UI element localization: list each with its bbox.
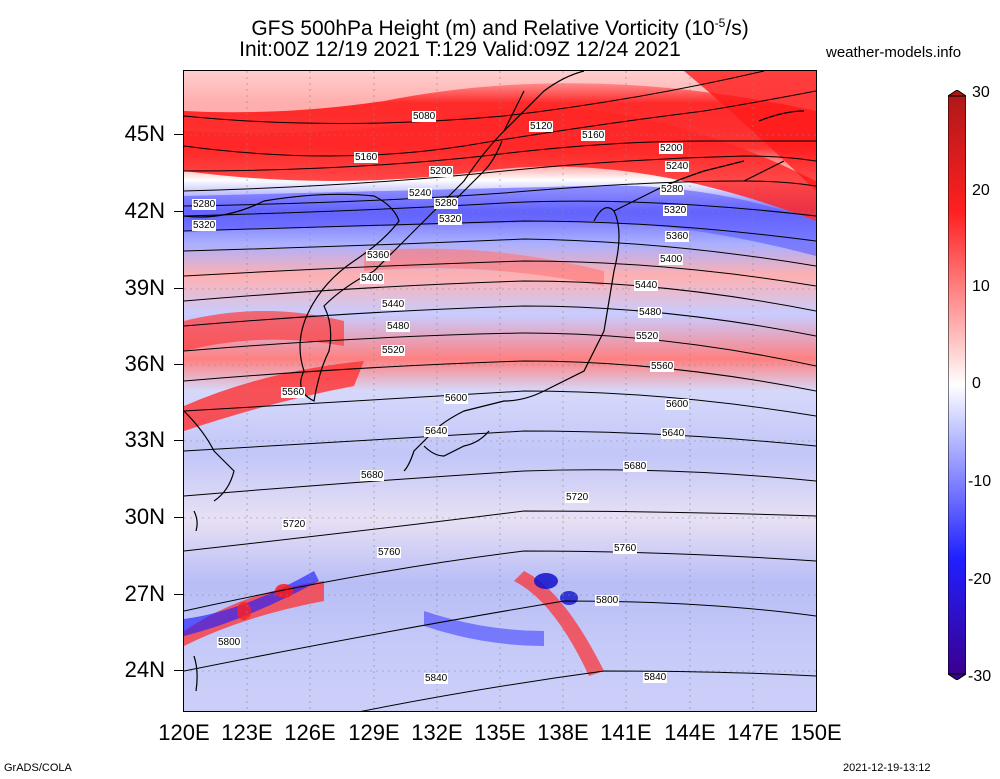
lat-tick xyxy=(174,594,183,595)
lon-label: 144E xyxy=(664,720,716,745)
contour-label: 5760 xyxy=(377,547,402,558)
contour-label: 5640 xyxy=(424,426,449,437)
vorticity-map: 5080 5120 5160 5160 5200 5200 5240 5240 … xyxy=(183,70,817,712)
lon-label: 150E xyxy=(790,720,842,745)
colorbar-label: 30 xyxy=(972,84,990,101)
contour-label: 5320 xyxy=(663,205,688,216)
lon-label: 135E xyxy=(474,720,526,745)
lat-label: 36N xyxy=(124,351,165,376)
contour-label: 5560 xyxy=(650,361,675,372)
contour-label: 5560 xyxy=(281,387,306,398)
lat-tick xyxy=(174,364,183,365)
contour-label: 5240 xyxy=(408,188,433,199)
lat-label: 45N xyxy=(124,121,165,146)
contour-label: 5840 xyxy=(424,673,449,684)
colorbar-label: -10 xyxy=(968,473,992,490)
contour-label: 5480 xyxy=(638,307,663,318)
lat-label: 42N xyxy=(124,198,165,223)
contour-label: 5200 xyxy=(429,166,454,177)
colorbar-label: -30 xyxy=(968,668,992,685)
contour-label: 5600 xyxy=(665,399,690,410)
contour-label: 5800 xyxy=(217,637,242,648)
contour-label: 5760 xyxy=(613,543,638,554)
contour-label: 5720 xyxy=(282,519,307,530)
contour-label: 5720 xyxy=(565,492,590,503)
lon-label: 126E xyxy=(284,720,336,745)
lon-label: 138E xyxy=(537,720,589,745)
contour-label: 5480 xyxy=(386,321,411,332)
contour-label: 5160 xyxy=(354,152,379,163)
lon-label: 123E xyxy=(221,720,273,745)
lat-tick xyxy=(174,517,183,518)
brand-label: weather-models.info xyxy=(826,44,962,61)
lat-label: 27N xyxy=(124,581,165,606)
lat-tick xyxy=(174,440,183,441)
contour-label: 5520 xyxy=(381,345,406,356)
contour-label: 5400 xyxy=(360,273,385,284)
colorbar-label: 0 xyxy=(972,375,981,392)
contour-label: 5200 xyxy=(659,143,684,154)
lon-label: 141E xyxy=(600,720,652,745)
map-title: GFS 500hPa Height (m) and Relative Vorti… xyxy=(251,16,749,40)
lon-label: 132E xyxy=(411,720,463,745)
contour-label: 5640 xyxy=(661,428,686,439)
lon-label: 147E xyxy=(727,720,779,745)
contour-label: 5520 xyxy=(635,331,660,342)
contour-label: 5680 xyxy=(360,470,385,481)
vorticity-field xyxy=(184,71,816,711)
contour-label: 5400 xyxy=(659,254,684,265)
colorbar-label: 10 xyxy=(972,278,990,295)
contour-label: 5600 xyxy=(444,393,469,404)
contour-label: 5120 xyxy=(529,121,554,132)
lat-tick xyxy=(174,134,183,135)
contour-label: 5160 xyxy=(581,130,606,141)
lon-label: 120E xyxy=(158,720,210,745)
contour-label: 5840 xyxy=(643,672,668,683)
map-subtitle: Init:00Z 12/19 2021 T:129 Valid:09Z 12/2… xyxy=(239,38,681,61)
contour-label: 5440 xyxy=(381,299,406,310)
contour-label: 5080 xyxy=(412,111,437,122)
lat-label: 39N xyxy=(124,275,165,300)
contour-label: 5280 xyxy=(192,199,217,210)
contour-label: 5320 xyxy=(438,214,463,225)
lat-label: 30N xyxy=(124,504,165,529)
footer-timestamp: 2021-12-19-13:12 xyxy=(843,762,931,774)
vorticity-colorbar xyxy=(948,90,966,680)
lat-tick xyxy=(174,670,183,671)
contour-label: 5360 xyxy=(366,250,391,261)
colorbar-label: -20 xyxy=(968,571,992,588)
contour-label: 5320 xyxy=(192,220,217,231)
contour-label: 5280 xyxy=(434,198,459,209)
footer-software: GrADS/COLA xyxy=(4,762,72,774)
lat-tick xyxy=(174,211,183,212)
lat-tick xyxy=(174,288,183,289)
colorbar-label: 20 xyxy=(972,182,990,199)
lat-label: 33N xyxy=(124,427,165,452)
contour-label: 5800 xyxy=(595,595,620,606)
lon-label: 129E xyxy=(348,720,400,745)
contour-label: 5360 xyxy=(665,231,690,242)
lat-label: 24N xyxy=(124,657,165,682)
contour-label: 5440 xyxy=(634,280,659,291)
contour-label: 5280 xyxy=(660,184,685,195)
contour-label: 5680 xyxy=(623,461,648,472)
height-contours xyxy=(184,71,816,711)
title-exponent: -5 xyxy=(714,16,726,30)
contour-label: 5240 xyxy=(665,161,690,172)
